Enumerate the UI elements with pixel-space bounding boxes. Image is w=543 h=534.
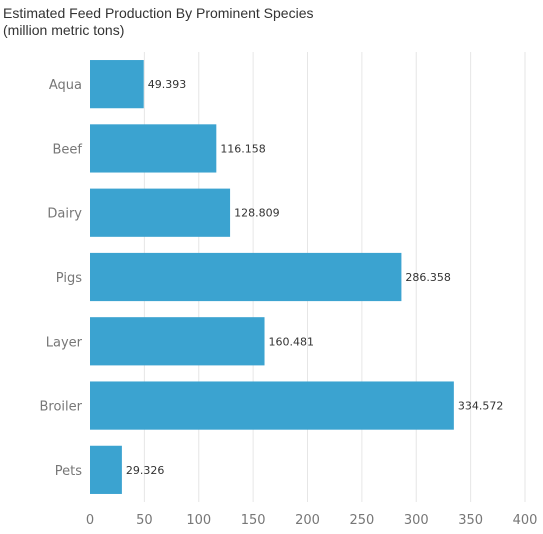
bar-layer — [90, 317, 265, 366]
category-label-beef: Beef — [53, 142, 83, 157]
category-label-pigs: Pigs — [56, 271, 82, 286]
x-tick-label: 100 — [186, 513, 211, 528]
value-label-dairy: 128.809 — [234, 207, 279, 220]
bar-dairy — [90, 188, 231, 237]
value-label-aqua: 49.393 — [148, 78, 187, 91]
chart-subtitle: (million metric tons) — [3, 22, 125, 38]
bar-pigs — [90, 252, 402, 302]
category-label-pets: Pets — [55, 464, 82, 479]
x-tick-label: 150 — [241, 513, 266, 528]
value-label-pigs: 286.358 — [405, 271, 451, 284]
category-label-dairy: Dairy — [47, 207, 82, 222]
chart-title-block: Estimated Feed Production By Prominent S… — [3, 5, 314, 39]
x-tick-label: 50 — [136, 513, 153, 528]
bar-aqua — [90, 60, 144, 109]
bar-pets — [90, 445, 122, 494]
category-label-aqua: Aqua — [49, 78, 82, 93]
x-tick-label: 0 — [86, 513, 94, 528]
category-labels: Aqua Beef Dairy Pigs Layer Broiler Pets — [40, 78, 83, 479]
value-label-pets: 29.326 — [126, 464, 165, 477]
value-label-broiler: 334.572 — [458, 400, 504, 413]
chart-title: Estimated Feed Production By Prominent S… — [3, 5, 314, 21]
value-label-layer: 160.481 — [269, 335, 315, 348]
x-tick-label: 350 — [458, 513, 483, 528]
x-axis-ticks: 0 50 100 150 200 250 300 350 400 — [86, 513, 538, 528]
bar-broiler — [90, 381, 454, 430]
bar-beef — [90, 124, 217, 173]
x-tick-label: 400 — [513, 513, 538, 528]
bars — [90, 60, 454, 494]
x-tick-label: 250 — [349, 513, 374, 528]
x-tick-label: 300 — [404, 513, 429, 528]
category-label-broiler: Broiler — [40, 400, 83, 415]
value-label-beef: 116.158 — [220, 142, 266, 155]
value-labels: 49.393 116.158 128.809 286.358 160.481 334.57… — [126, 78, 503, 477]
x-tick-label: 200 — [295, 513, 320, 528]
category-label-layer: Layer — [46, 335, 83, 350]
